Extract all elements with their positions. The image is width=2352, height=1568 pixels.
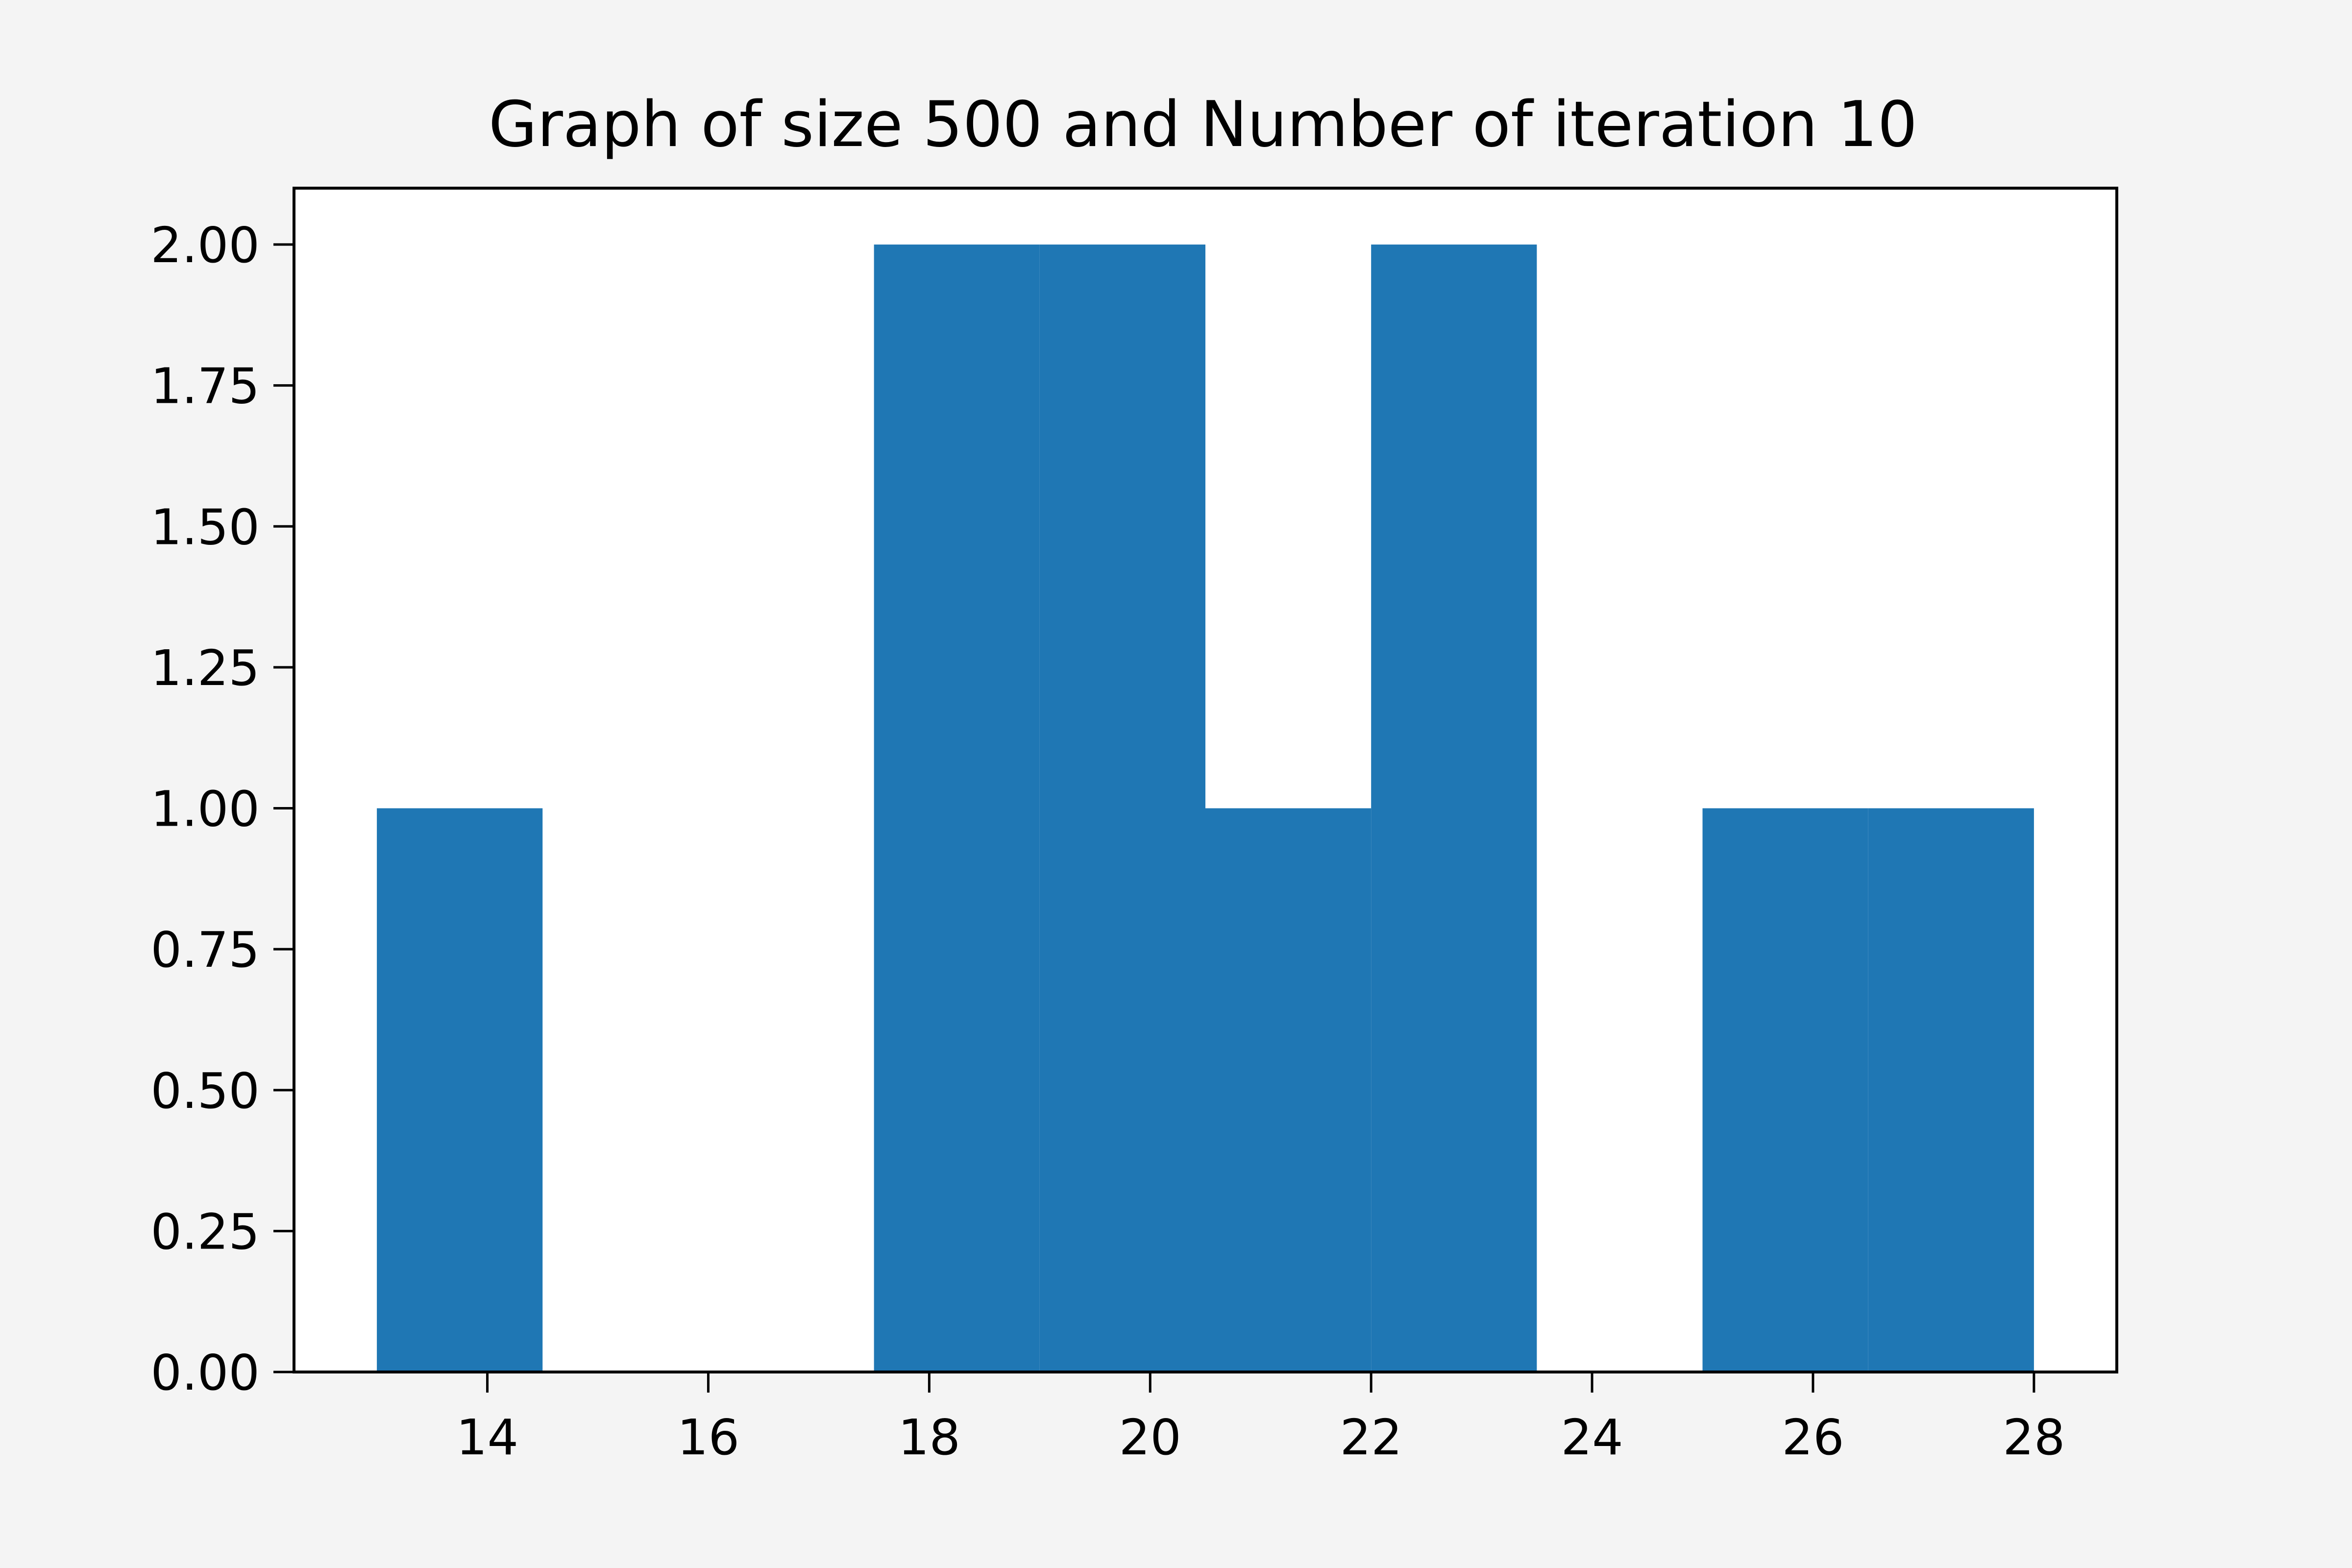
histogram-bar-4 <box>1039 245 1205 1372</box>
x-tick-label: 24 <box>1561 1409 1623 1466</box>
y-axis: 0.00 0.25 0.50 0.75 1.00 1.25 1.50 1.75 2.00 <box>150 217 294 1401</box>
histogram-bar-6 <box>1371 245 1537 1372</box>
x-tick-label: 14 <box>456 1409 518 1466</box>
x-tick-label: 26 <box>1782 1409 1844 1466</box>
y-tick-label: 1.75 <box>150 358 260 415</box>
histogram-bars <box>377 245 2034 1372</box>
y-tick-label: 1.00 <box>150 781 260 838</box>
y-tick-label: 0.75 <box>150 921 260 979</box>
chart-title: Graph of size 500 and Number of iteratio… <box>489 88 1917 161</box>
histogram-bar-5 <box>1205 808 1372 1372</box>
histogram-bar-8 <box>1702 808 1868 1372</box>
x-tick-label: 28 <box>2003 1409 2065 1466</box>
x-axis: 14 16 18 20 22 24 26 28 <box>456 1372 2065 1466</box>
histogram-bar-3 <box>874 245 1040 1372</box>
y-tick-label: 1.25 <box>150 639 260 697</box>
y-tick-label: 1.50 <box>150 498 260 556</box>
y-tick-label: 0.00 <box>150 1344 260 1401</box>
y-tick-label: 2.00 <box>150 217 260 274</box>
plot-frame <box>293 187 2118 1373</box>
x-tick-label: 22 <box>1340 1409 1402 1466</box>
y-tick-label: 0.50 <box>150 1062 260 1120</box>
x-tick-label: 16 <box>677 1409 739 1466</box>
y-tick-label: 0.25 <box>150 1203 260 1260</box>
x-tick-label: 20 <box>1119 1409 1181 1466</box>
histogram-bar-9 <box>1868 808 2034 1372</box>
x-tick-label: 18 <box>898 1409 960 1466</box>
histogram-bar-0 <box>377 808 543 1372</box>
